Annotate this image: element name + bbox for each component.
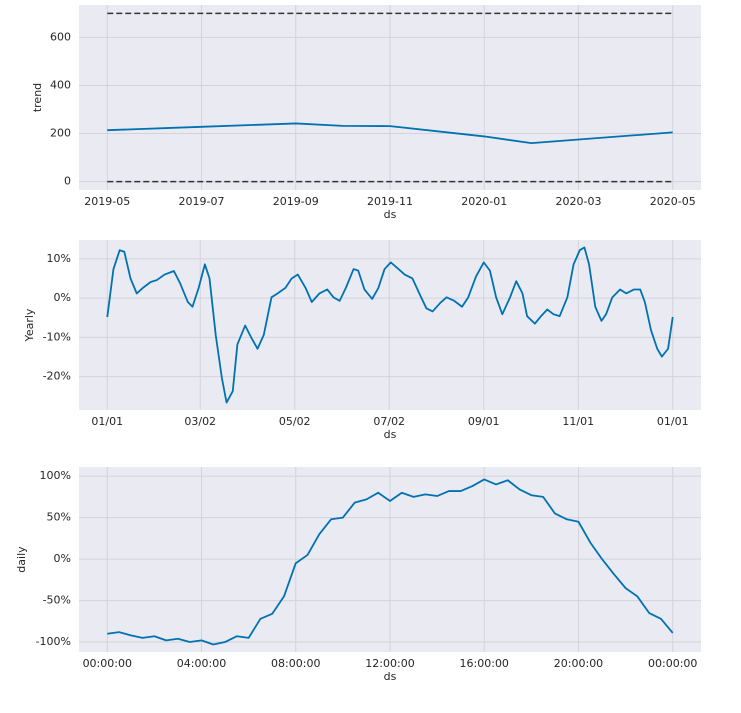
y-tick-label: 400 — [50, 78, 71, 91]
line — [106, 246, 674, 404]
y-tick-label: -20% — [43, 370, 71, 383]
y-tick-label: 10% — [47, 252, 71, 265]
y-tick-label: -50% — [43, 594, 71, 607]
y-tick-label: 200 — [50, 127, 71, 140]
y-axis-label: daily — [15, 546, 28, 573]
x-axis-label: ds — [384, 670, 397, 683]
x-tick-label: 08:00:00 — [271, 657, 320, 670]
x-axis-label: ds — [384, 428, 397, 441]
y-tick-label: -100% — [36, 635, 71, 648]
x-tick-label: 2019-11 — [367, 195, 413, 208]
x-tick-label: 2020-03 — [556, 195, 602, 208]
x-tick-label: 04:00:00 — [177, 657, 226, 670]
x-tick-label: 2019-07 — [179, 195, 225, 208]
x-tick-label: 01/01 — [91, 415, 123, 428]
y-axis-label: trend — [31, 83, 44, 112]
x-tick-label: 2020-01 — [461, 195, 507, 208]
x-axis-label: ds — [384, 208, 397, 221]
x-tick-label: 16:00:00 — [460, 657, 509, 670]
x-tick-label: 05/02 — [279, 415, 311, 428]
x-tick-label: 2019-05 — [84, 195, 130, 208]
y-tick-label: 600 — [50, 30, 71, 43]
x-tick-label: 07/02 — [373, 415, 405, 428]
y-tick-label: 0% — [54, 291, 71, 304]
y-tick-label: 0% — [54, 552, 71, 565]
y-tick-label: -10% — [43, 330, 71, 343]
x-tick-label: 03/02 — [184, 415, 216, 428]
line — [107, 122, 673, 145]
x-tick-label: 2020-05 — [650, 195, 696, 208]
y-axis-label: Yearly — [23, 308, 36, 342]
x-tick-label: 00:00:00 — [648, 657, 697, 670]
x-tick-label: 00:00:00 — [83, 657, 132, 670]
x-tick-label: 2019-09 — [273, 195, 319, 208]
y-tick-label: 50% — [47, 511, 71, 524]
x-tick-label: 09/01 — [468, 415, 500, 428]
plot-area — [79, 240, 701, 410]
y-tick-label: 100% — [40, 469, 71, 482]
line — [107, 478, 674, 646]
x-tick-label: 12:00:00 — [365, 657, 414, 670]
x-tick-label: 20:00:00 — [554, 657, 603, 670]
y-tick-label: 0 — [64, 175, 71, 188]
x-tick-label: 11/01 — [562, 415, 594, 428]
x-tick-label: 01/01 — [657, 415, 689, 428]
